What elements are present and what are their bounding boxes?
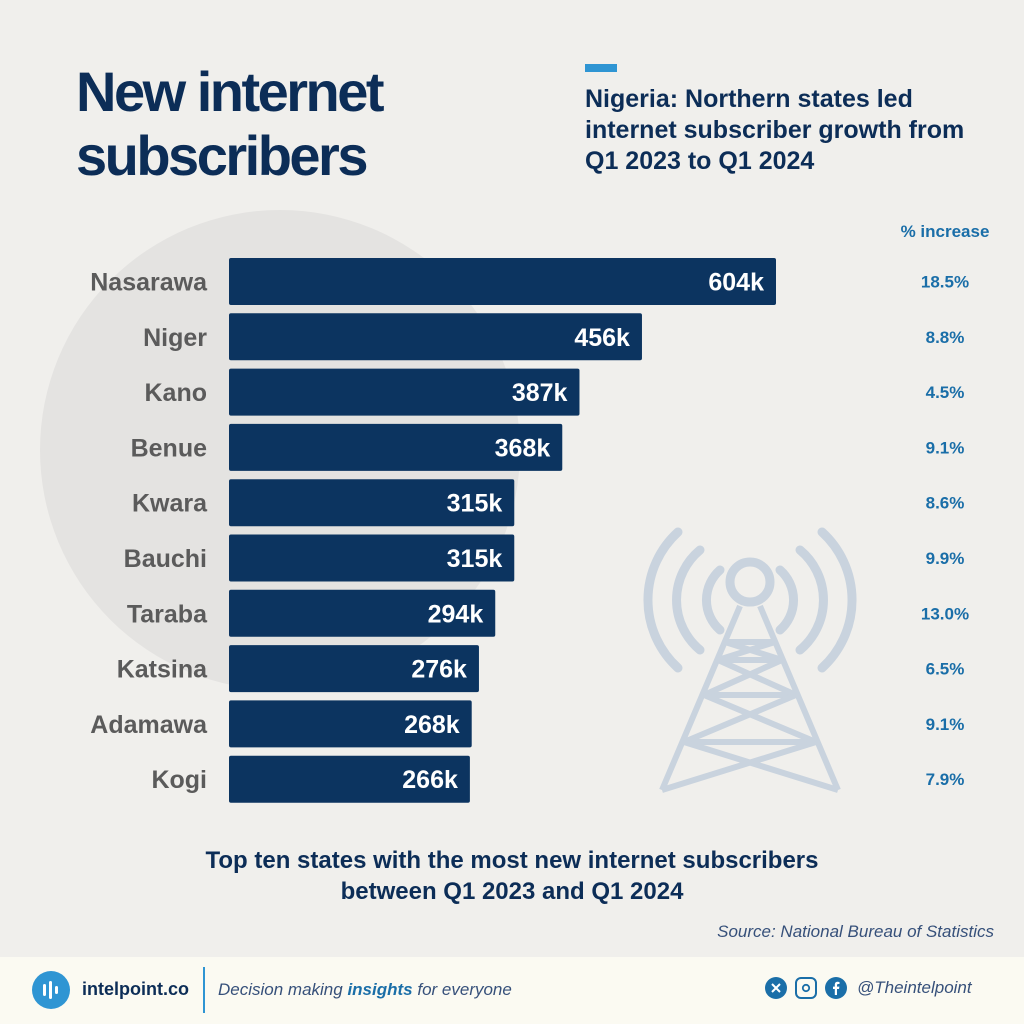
value-label: 368k — [495, 434, 551, 462]
accent-dash — [585, 64, 617, 72]
bar-chart: Nasarawa 604k 18.5% Niger 456k 8.8% Kano 387k 4.… — [90, 258, 969, 803]
instagram-icon[interactable] — [795, 977, 817, 999]
x-icon[interactable] — [765, 977, 787, 999]
pct-increase-label: 8.8% — [926, 328, 965, 347]
caption-line-2: between Q1 2023 and Q1 2024 — [340, 878, 684, 905]
category-label: Adamawa — [90, 711, 208, 739]
pct-increase-label: 8.6% — [926, 494, 965, 513]
category-label: Nasarawa — [90, 269, 208, 297]
source-note: Source: National Bureau of Statistics — [717, 922, 994, 941]
bar — [229, 313, 642, 361]
value-label: 294k — [428, 600, 484, 628]
value-label: 315k — [447, 490, 503, 518]
value-label: 268k — [404, 711, 460, 739]
category-label: Niger — [143, 324, 207, 352]
pct-increase-label: 9.1% — [926, 438, 965, 457]
cell-tower-icon — [643, 527, 857, 793]
bar — [229, 258, 776, 305]
facebook-icon[interactable] — [825, 977, 847, 999]
pct-increase-label: 4.5% — [926, 383, 965, 402]
footer-divider — [203, 967, 205, 1013]
bar — [229, 700, 472, 748]
value-label: 387k — [512, 379, 568, 407]
tagline: Decision making insights for everyone — [218, 980, 512, 1000]
bar — [229, 755, 470, 803]
pct-increase-label: 18.5% — [921, 273, 969, 292]
category-label: Taraba — [127, 600, 208, 628]
tagline-post: for everyone — [412, 980, 512, 999]
pct-increase-label: 7.9% — [926, 770, 965, 789]
social-links: @Theintelpoint — [765, 977, 972, 999]
chart-caption: Top ten states with the most new interne… — [0, 845, 1024, 907]
footer: intelpoint.co Decision making insights f… — [0, 957, 1024, 1024]
caption-line-1: Top ten states with the most new interne… — [205, 847, 819, 874]
bar — [229, 479, 515, 527]
intelpoint-logo-icon[interactable] — [32, 971, 70, 1009]
category-label: Bauchi — [124, 545, 207, 573]
pct-column-header: % increase — [900, 222, 990, 241]
social-handle[interactable]: @Theintelpoint — [857, 978, 972, 997]
tagline-bold: insights — [347, 980, 413, 999]
tagline-pre: Decision making — [218, 980, 348, 999]
bar — [229, 368, 580, 416]
bar — [229, 423, 563, 471]
bar — [229, 645, 479, 693]
pct-increase-label: 9.9% — [926, 549, 965, 568]
value-label: 456k — [574, 324, 630, 352]
value-label: 266k — [402, 766, 458, 794]
pct-increase-label: 9.1% — [926, 715, 965, 734]
category-label: Benue — [131, 434, 208, 462]
value-label: 315k — [447, 545, 503, 573]
pct-increase-label: 6.5% — [926, 660, 965, 679]
pct-increase-label: 13.0% — [921, 604, 969, 623]
page-title: New internet subscribers — [76, 60, 385, 187]
chart-subtitle: Nigeria: Northern states led internet su… — [585, 85, 965, 175]
value-label: 604k — [708, 269, 764, 297]
value-label: 276k — [411, 656, 467, 684]
category-label: Kogi — [151, 766, 207, 794]
bar — [229, 589, 496, 637]
brand-name[interactable]: intelpoint.co — [82, 979, 189, 999]
category-label: Katsina — [117, 656, 208, 684]
bar — [229, 534, 515, 582]
category-label: Kwara — [132, 490, 208, 518]
category-label: Kano — [145, 379, 208, 407]
